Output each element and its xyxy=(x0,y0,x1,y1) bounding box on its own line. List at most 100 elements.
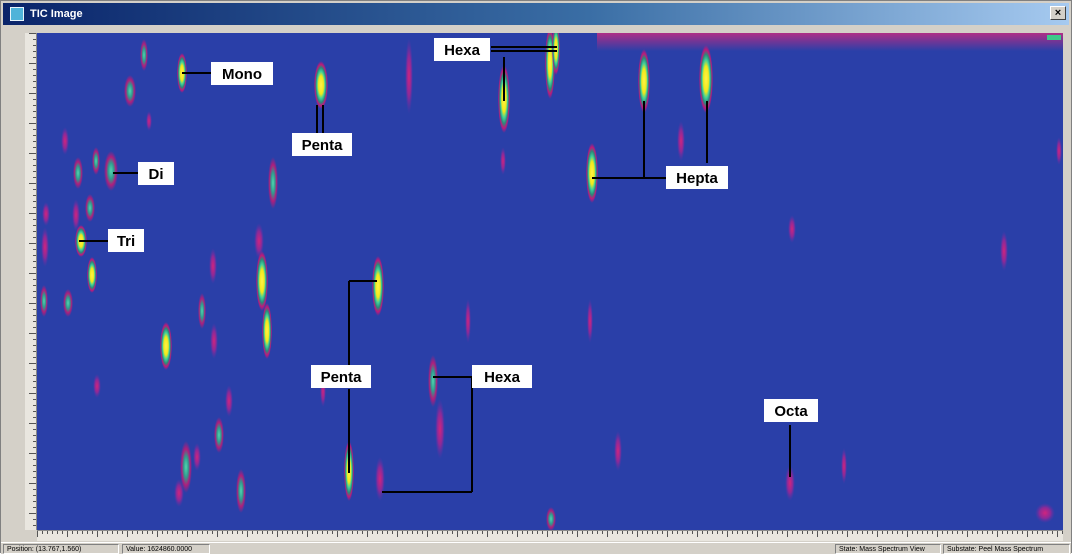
ruler-tick xyxy=(33,309,36,310)
ruler-tick xyxy=(33,387,36,388)
ruler-tick xyxy=(33,351,36,352)
ruler-tick xyxy=(352,531,353,534)
ruler-tick xyxy=(332,531,333,534)
ruler-tick xyxy=(137,531,138,534)
ruler-tick xyxy=(937,531,938,537)
ruler-tick xyxy=(417,531,418,534)
ruler-tick xyxy=(29,213,36,214)
ruler-tick xyxy=(1017,531,1018,534)
ruler-tick xyxy=(29,183,36,184)
ruler-tick xyxy=(52,531,53,534)
ruler-tick xyxy=(29,363,36,364)
ruler-tick xyxy=(29,393,36,394)
label-box xyxy=(292,133,352,156)
ruler-tick xyxy=(457,531,458,537)
ruler-tick xyxy=(577,531,578,537)
ruler-tick xyxy=(637,531,638,537)
ruler-tick xyxy=(747,531,748,534)
ruler-tick xyxy=(562,531,563,534)
ruler-tick xyxy=(147,531,148,534)
label-octa: Octa xyxy=(764,399,818,422)
label-penta-top: Penta xyxy=(292,133,352,156)
ruler-tick xyxy=(232,531,233,534)
ruler-tick xyxy=(717,531,718,534)
close-button[interactable]: × xyxy=(1050,6,1066,20)
ruler-tick xyxy=(307,531,308,537)
ruler-tick xyxy=(33,399,36,400)
ruler-tick xyxy=(257,531,258,534)
ruler-tick xyxy=(287,531,288,534)
ruler-tick xyxy=(187,531,188,537)
ruler-tick xyxy=(697,531,698,537)
signal-spot xyxy=(198,293,206,329)
ruler-tick xyxy=(29,423,36,424)
ruler-tick xyxy=(452,531,453,534)
signal-spot xyxy=(42,202,50,226)
ruler-tick xyxy=(152,531,153,534)
ruler-tick xyxy=(33,471,36,472)
signal-spot xyxy=(210,323,218,359)
signal-spot xyxy=(614,431,622,471)
ruler-tick xyxy=(442,531,443,534)
ruler-tick xyxy=(1032,531,1033,534)
ruler-tick xyxy=(172,531,173,534)
ruler-tick xyxy=(33,327,36,328)
ruler-tick xyxy=(33,57,36,58)
ruler-tick xyxy=(162,531,163,534)
ruler-tick xyxy=(477,531,478,534)
ruler-tick xyxy=(292,531,293,534)
signal-spot xyxy=(87,257,97,293)
ruler-tick xyxy=(33,111,36,112)
ruler-tick xyxy=(712,531,713,534)
ruler-tick xyxy=(33,87,36,88)
signal-spot xyxy=(428,355,438,407)
ruler-tick xyxy=(672,531,673,534)
ruler-tick xyxy=(342,531,343,534)
ruler-tick xyxy=(772,531,773,534)
ruler-tick xyxy=(33,315,36,316)
ruler-tick xyxy=(707,531,708,534)
ruler-tick xyxy=(462,531,463,534)
ruler-tick xyxy=(967,531,968,537)
ruler-tick xyxy=(647,531,648,534)
signal-spot xyxy=(104,151,118,191)
ruler-tick xyxy=(33,219,36,220)
label-text: Tri xyxy=(117,233,135,250)
signal-spot xyxy=(174,479,184,507)
ruler-tick xyxy=(582,531,583,534)
ruler-tick xyxy=(832,531,833,534)
ruler-tick xyxy=(982,531,983,534)
ruler-tick xyxy=(33,261,36,262)
ruler-tick xyxy=(33,81,36,82)
ruler-tick xyxy=(1012,531,1013,534)
ruler-tick xyxy=(667,531,668,537)
ruler-tick xyxy=(622,531,623,534)
ruler-tick xyxy=(742,531,743,534)
ruler-tick xyxy=(512,531,513,534)
ruler-tick xyxy=(112,531,113,534)
ruler-tick xyxy=(687,531,688,534)
ruler-tick xyxy=(1022,531,1023,534)
ruler-tick xyxy=(33,285,36,286)
ruler-tick xyxy=(33,369,36,370)
ruler-tick xyxy=(33,381,36,382)
title-bar[interactable]: TIC Image × xyxy=(3,3,1069,25)
ruler-tick xyxy=(222,531,223,534)
label-penta-bottom: Penta xyxy=(311,365,371,388)
ruler-tick xyxy=(902,531,903,534)
ruler-tick xyxy=(547,531,548,537)
tic-heatmap-plot[interactable]: Mono Di Tri Penta Hexa Hepta Penta Hexa Octa xyxy=(37,33,1063,530)
ruler-tick xyxy=(102,531,103,534)
label-box xyxy=(434,38,490,61)
ruler-tick xyxy=(652,531,653,534)
ruler-tick xyxy=(33,429,36,430)
ruler-tick xyxy=(33,207,36,208)
ruler-tick xyxy=(142,531,143,534)
ruler-tick xyxy=(492,531,493,534)
signal-spot xyxy=(262,303,272,359)
ruler-tick xyxy=(787,531,788,537)
ruler-tick xyxy=(33,189,36,190)
ruler-tick xyxy=(897,531,898,534)
label-di: Di xyxy=(138,162,174,185)
ruler-tick xyxy=(33,441,36,442)
